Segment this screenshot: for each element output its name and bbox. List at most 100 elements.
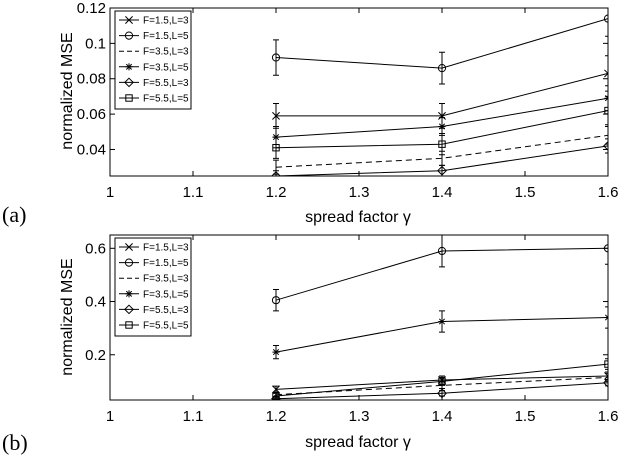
legend-entry: F=3.5,L=5 [143,62,189,73]
data-point [603,377,608,388]
error-bar [605,55,608,92]
legend-marker [124,304,134,315]
error-bar [605,138,608,154]
x-tick-label: 1.1 [183,408,204,425]
x-tick-label: 1.5 [515,184,536,201]
x-tick-label: 1.6 [598,408,618,425]
x-tick-label: 1 [106,408,114,425]
x-tick-label: 1.1 [183,184,204,201]
x-tick-label: 1.2 [266,408,287,425]
legend-entry: F=3.5,L=5 [143,289,189,300]
y-axis-label-a: normalized MSE [59,32,76,149]
legend-marker [124,31,134,40]
legend-frame [114,10,192,110]
data-point [271,296,281,305]
legend-entry: F=5.5,L=5 [143,94,189,105]
data-point [604,313,608,322]
y-tick-label: 0.06 [77,106,106,123]
legend-entry: F=5.5,L=3 [143,78,189,89]
legend-entry: F=5.5,L=5 [143,321,189,332]
chart-panel-b: (b) spread factor γ normalized MSE 1 1.1 1… [2,234,618,455]
legend-entry: F=1.5,L=5 [143,258,189,269]
legend-marker [125,16,133,24]
legend-marker [125,290,133,298]
data-point [272,144,280,152]
data-point [438,122,446,131]
error-bar [439,133,445,156]
x-tick-label: 1 [106,184,114,201]
data-point [603,141,608,151]
x-tick-label: 1.2 [266,184,287,201]
panel-label-a: (a) [2,202,26,227]
error-bar [605,306,608,329]
y-tick-label: 0.1 [85,35,106,52]
error-bar [273,136,279,159]
y-tick-label: 0.04 [77,141,106,158]
data-point [604,69,608,78]
legend-entry: F=1.5,L=3 [143,16,189,27]
series-line-2 [275,134,608,168]
data-point [438,140,446,148]
data-point [604,360,608,368]
data-point [272,348,280,356]
legend-entry: F=3.5,L=3 [143,47,189,58]
data-point [437,388,447,399]
data-point [438,377,446,386]
error-bar [605,358,608,370]
legend-entry: F=1.5,L=5 [143,31,189,42]
data-point [603,14,608,23]
data-point [604,106,608,115]
x-tick-label: 1.3 [349,184,370,201]
data-point [271,53,281,62]
legend-marker [125,321,133,329]
data-point [438,111,446,120]
error-bar [439,235,445,268]
y-tick-label: 0.12 [77,0,106,17]
error-bar [439,376,445,386]
y-tick-label: 0.6 [85,240,106,257]
legend-marker [125,94,133,102]
legend-marker [125,63,133,71]
y-axis-label-b: normalized MSE [59,258,76,375]
error-bar [605,379,608,387]
y-tick-label: 0.2 [85,347,106,364]
x-tick-label: 1.4 [432,408,453,425]
x-axis-label-a: spread factor γ [305,209,411,226]
legend-marker [124,77,134,88]
error-bar [273,289,279,312]
y-tick-label: 0.08 [77,71,106,88]
y-tick-label: 0.4 [85,294,106,311]
x-tick-label: 1.3 [349,408,370,425]
data-point [272,392,280,400]
series-group [271,8,608,176]
data-point [271,171,281,176]
x-tick-label: 1.5 [515,408,536,425]
legend-marker [124,258,134,267]
legend-entry: F=1.5,L=3 [143,243,189,254]
data-point [437,165,447,176]
x-tick-label: 1.6 [598,184,618,201]
x-axis-label-b: spread factor γ [305,434,411,451]
legend: F=1.5,L=3 F=1.5,L=5 F=3.5,L=3 F=3.5,L=5 F=5.… [114,10,192,110]
legend-entry: F=5.5,L=3 [143,305,189,316]
legend-entry: F=3.5,L=3 [143,274,189,285]
panel-label-b: (b) [2,430,28,455]
data-point [438,317,446,326]
chart-panel-a: (a) spread factor γ normalized MSE 1 1.1 1… [2,0,618,227]
legend: F=1.5,L=3 F=1.5,L=5 F=3.5,L=3 F=3.5,L=5 F=5.… [114,237,192,337]
series-group [271,235,608,400]
error-bar [273,39,279,76]
error-bar [605,8,608,37]
data-point [437,64,447,73]
legend-frame [114,237,192,337]
error-bar [605,372,608,382]
error-bar [605,95,608,126]
x-tick-label: 1.4 [432,184,453,201]
error-bar [439,51,445,85]
legend-marker [125,243,133,251]
data-point [272,111,280,120]
error-bar [605,235,608,265]
error-bar [273,392,279,400]
data-point [437,246,447,256]
